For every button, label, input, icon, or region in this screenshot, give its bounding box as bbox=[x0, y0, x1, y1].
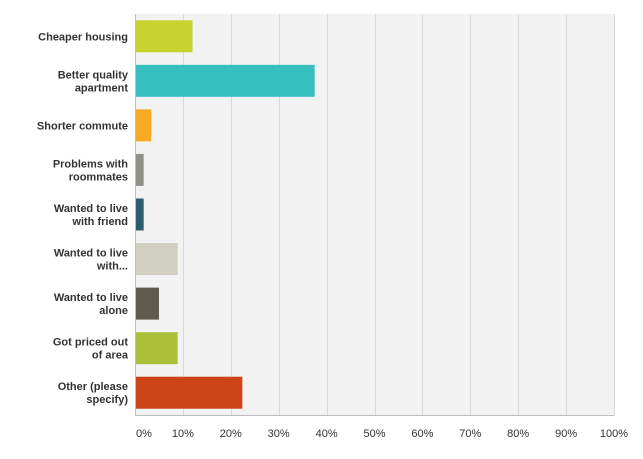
x-tick-label-100: 100% bbox=[600, 428, 628, 440]
category-label-line: Wanted to live bbox=[54, 203, 128, 215]
bar-5[interactable] bbox=[136, 243, 178, 276]
category-label-line: with... bbox=[96, 261, 128, 273]
bar-4[interactable] bbox=[136, 198, 144, 231]
category-label-8: Other (please specify) bbox=[58, 381, 129, 406]
x-tick-label-90: 90% bbox=[555, 428, 577, 440]
category-label-line: Problems with bbox=[53, 158, 128, 170]
x-tick-label-40: 40% bbox=[316, 428, 338, 440]
category-labels: Cheaper housing Better quality apartment Sh… bbox=[37, 31, 129, 406]
category-label-2: Shorter commute bbox=[37, 120, 128, 132]
x-tick-label-30: 30% bbox=[268, 428, 290, 440]
category-label-4: Wanted to live with friend bbox=[54, 203, 128, 228]
category-label-line: roommates bbox=[69, 171, 128, 183]
category-label-line: Wanted to live bbox=[54, 292, 128, 304]
category-label-line: with friend bbox=[71, 216, 128, 228]
x-tick-label-20: 20% bbox=[220, 428, 242, 440]
category-label-line: of area bbox=[92, 350, 129, 362]
bar-2[interactable] bbox=[136, 109, 152, 142]
category-label-6: Wanted to live alone bbox=[54, 292, 128, 317]
category-label-3: Problems with roommates bbox=[53, 158, 128, 183]
category-label-line: Cheaper housing bbox=[38, 31, 128, 43]
bar-7[interactable] bbox=[136, 332, 178, 365]
category-label-1: Better quality apartment bbox=[58, 69, 129, 94]
category-label-line: alone bbox=[99, 305, 128, 317]
category-label-line: Better quality bbox=[58, 69, 129, 81]
x-tick-label-80: 80% bbox=[507, 428, 529, 440]
category-label-line: specify) bbox=[86, 394, 128, 406]
x-tick-label-10: 10% bbox=[172, 428, 194, 440]
bar-6[interactable] bbox=[136, 287, 159, 320]
category-label-line: apartment bbox=[75, 82, 129, 94]
category-label-line: Other (please bbox=[58, 381, 128, 393]
x-tick-label-50: 50% bbox=[363, 428, 385, 440]
x-tick-label-0: 0% bbox=[136, 428, 152, 440]
bar-1[interactable] bbox=[136, 64, 315, 97]
x-tick-label-60: 60% bbox=[411, 428, 433, 440]
bar-8[interactable] bbox=[136, 376, 243, 409]
bar-0[interactable] bbox=[136, 20, 193, 53]
category-label-5: Wanted to live with... bbox=[54, 248, 128, 273]
x-tick-label-70: 70% bbox=[459, 428, 481, 440]
category-label-line: Wanted to live bbox=[54, 248, 128, 260]
category-label-line: Shorter commute bbox=[37, 120, 128, 132]
category-label-line: Got priced out bbox=[53, 337, 129, 349]
bar-3[interactable] bbox=[136, 153, 144, 186]
category-label-0: Cheaper housing bbox=[38, 31, 128, 43]
bars bbox=[136, 20, 315, 409]
category-label-7: Got priced out of area bbox=[53, 337, 129, 362]
x-axis-ticks: 0% 10% 20% 30% 40% 50% 60% 70% 80% 90% 100% bbox=[136, 428, 628, 440]
